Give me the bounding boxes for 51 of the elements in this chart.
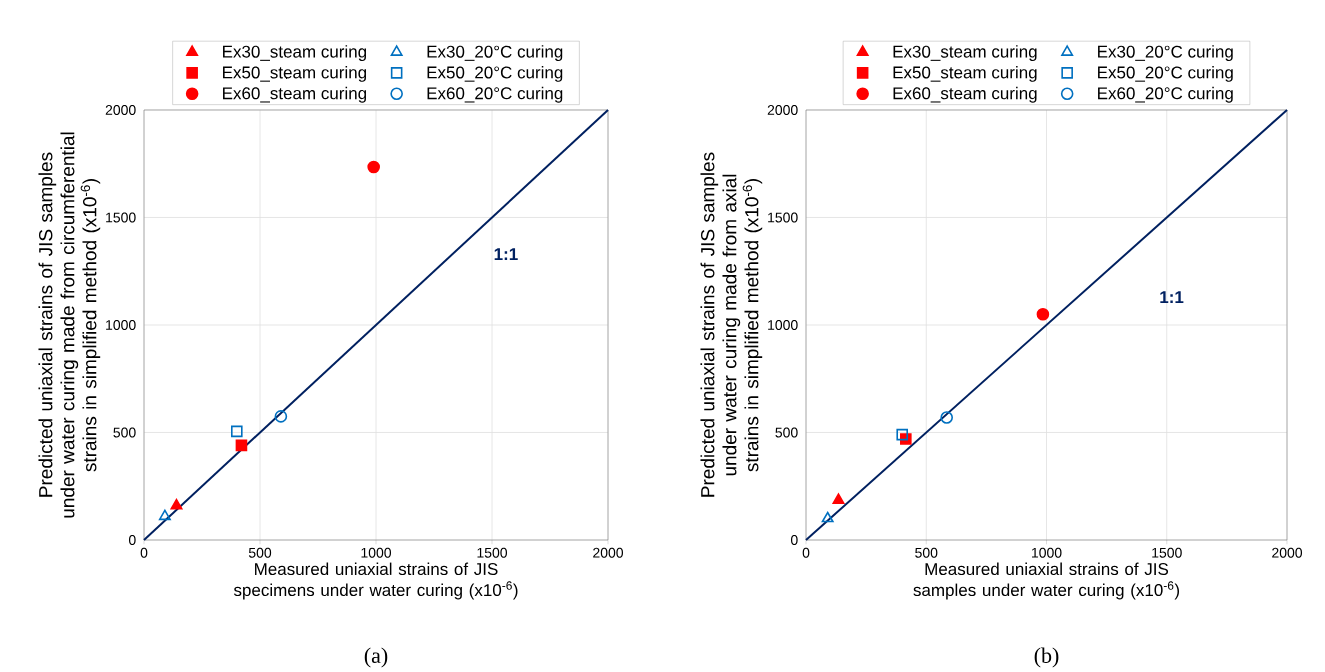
y-tick-label: 1000 bbox=[106, 320, 136, 330]
point bbox=[274, 410, 288, 423]
legend-label: Ex30_20°C curing bbox=[1098, 45, 1233, 62]
y-tick-label: 2000 bbox=[105, 105, 136, 115]
y-tick-label: 0 bbox=[128, 535, 136, 545]
point bbox=[1036, 307, 1050, 321]
x-axis-title: Measured uniaxial strains of JIS specimens under water curing (x10$^{-6}$) bbox=[233, 562, 518, 600]
text: (b) bbox=[1034, 647, 1059, 668]
legend-label: Ex50_20°C curing bbox=[427, 66, 563, 82]
legend-label: Ex30_steam curing bbox=[893, 45, 1037, 62]
legend-label: Ex50_steam curing bbox=[223, 66, 367, 82]
x-tick-label: 1000 bbox=[361, 547, 392, 558]
point bbox=[940, 411, 953, 424]
x-tick-label: 2000 bbox=[1272, 547, 1303, 558]
annotation: 1:1 bbox=[494, 248, 518, 260]
y-tick-label: 0 bbox=[790, 535, 798, 545]
y-tick-label: 1000 bbox=[768, 320, 798, 330]
y-tick-label: 1500 bbox=[768, 212, 798, 223]
legend-label: Ex60_20°C curing bbox=[427, 86, 563, 103]
x-tick-label: 1500 bbox=[1152, 547, 1182, 558]
y-tick-label: 1500 bbox=[106, 212, 136, 223]
point bbox=[832, 493, 845, 505]
legend-label: Ex50_steam curing bbox=[893, 66, 1037, 82]
y-axis-title: Predicted uniaxial strains of JIS samples under water curing made from circumferential strains in simplified method (x10$^{-6}$) bbox=[38, 132, 101, 518]
x-tick-label: 500 bbox=[915, 547, 938, 558]
legend-label: Ex30_20°C curing bbox=[427, 45, 563, 62]
y-tick-label: 500 bbox=[113, 427, 136, 438]
x-tick-label: 0 bbox=[140, 547, 148, 558]
text: (a) bbox=[364, 647, 388, 668]
point bbox=[235, 439, 248, 452]
legend-label: Ex60_steam curing bbox=[893, 86, 1037, 103]
x-tick-label: 1000 bbox=[1032, 547, 1062, 558]
x-tick-label: 2000 bbox=[593, 547, 624, 558]
legend-label: Ex60_20°C curing bbox=[1098, 86, 1233, 103]
annotation: 1:1 bbox=[1160, 291, 1184, 303]
point bbox=[896, 428, 909, 441]
x-axis-title: Measured uniaxial strains of JIS samples under water curing (x10$^{-6}$) bbox=[913, 562, 1180, 600]
x-tick-label: 1500 bbox=[477, 547, 508, 558]
x-tick-label: 0 bbox=[802, 547, 810, 558]
x-tick-label: 500 bbox=[248, 547, 272, 558]
legend-label: Ex30_steam curing bbox=[223, 45, 367, 62]
point bbox=[367, 160, 380, 174]
point bbox=[158, 509, 171, 521]
y-tick-label: 500 bbox=[775, 427, 798, 438]
legend-label: Ex50_20°C curing bbox=[1098, 66, 1233, 82]
point bbox=[231, 425, 243, 438]
y-axis-title: Predicted uniaxial strains of JIS samples under water curing made from axial strains in simplified method (x10$^{-6}$) bbox=[700, 152, 763, 497]
point bbox=[821, 511, 834, 523]
legend-label: Ex60_steam curing bbox=[223, 86, 367, 103]
point bbox=[170, 498, 183, 510]
y-tick-label: 2000 bbox=[767, 105, 798, 115]
